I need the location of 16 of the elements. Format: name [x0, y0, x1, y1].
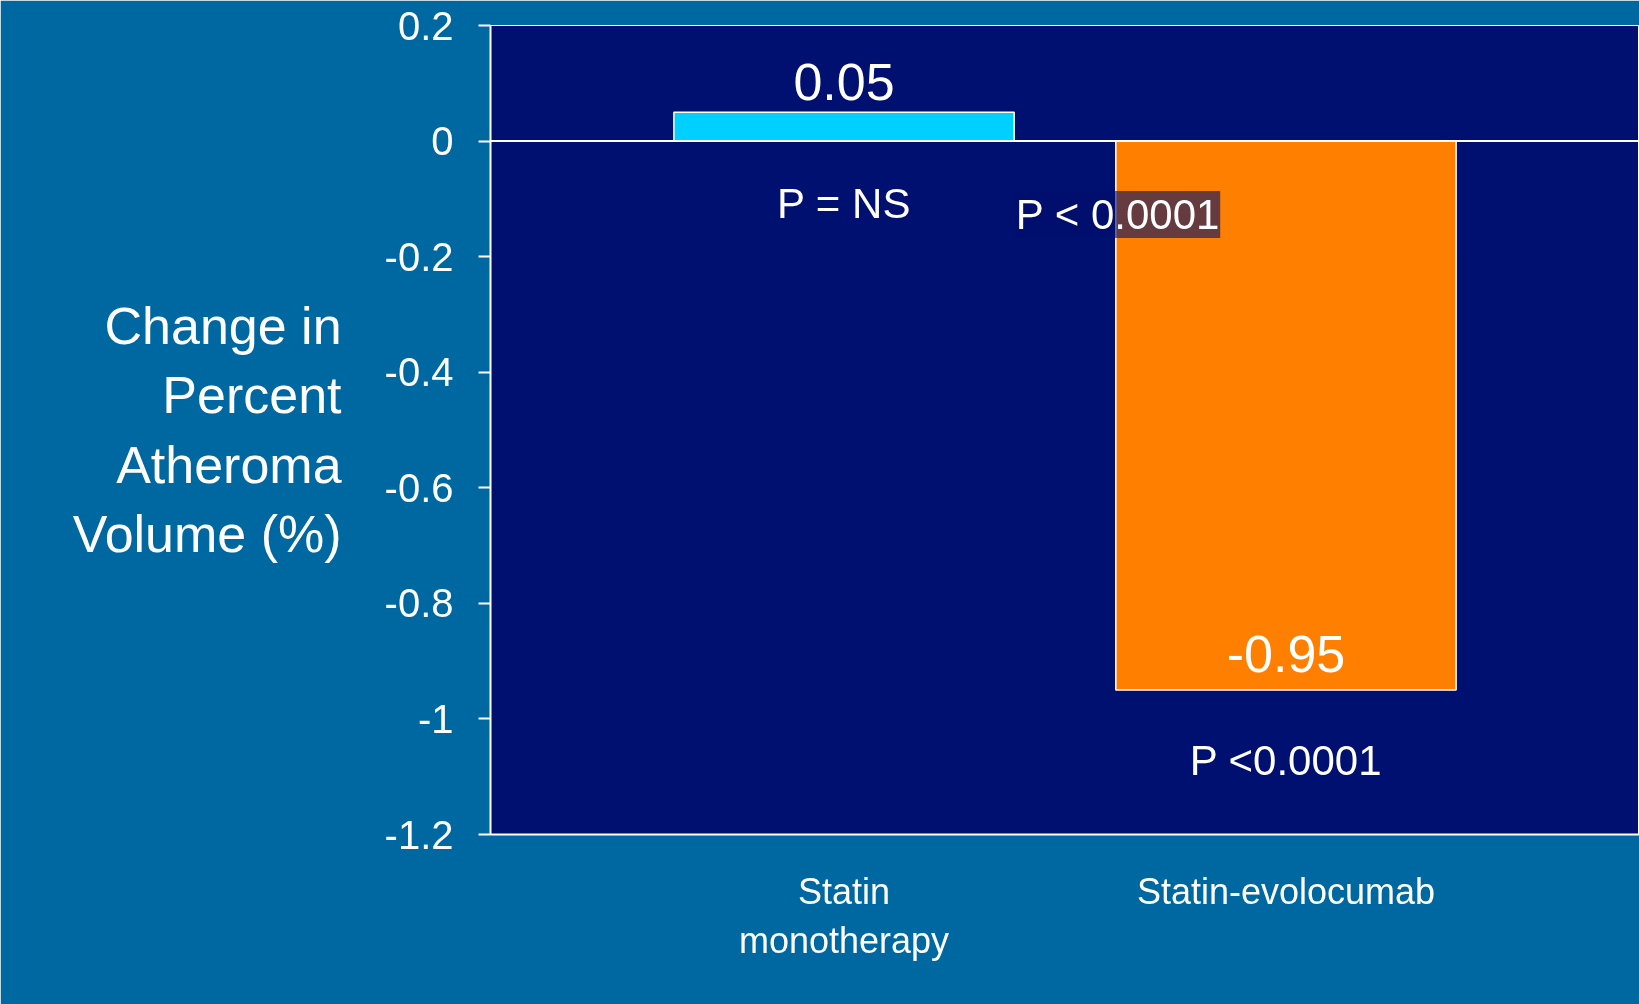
y-tick-label: -1 — [417, 696, 454, 741]
x-tick-label: Statin-evolocumab — [1136, 870, 1436, 912]
y-tick-label: -0.2 — [384, 234, 454, 279]
data-label: 0.05 — [793, 53, 895, 112]
x-tick-label: Statin monotherapy — [738, 870, 950, 961]
y-axis-title: Change in Percent Atheroma Volume (%) — [72, 296, 343, 564]
y-tick-label: -1.2 — [384, 812, 454, 857]
annotation: P < 0.0001 — [1015, 191, 1220, 238]
annotation: P <0.0001 — [1189, 736, 1382, 784]
y-tick-label: -0.6 — [384, 465, 454, 510]
y-tick-label: 0 — [431, 119, 454, 164]
y-tick-label: 0.2 — [397, 3, 454, 48]
y-tick-label: -0.4 — [384, 350, 454, 395]
y-tick-label: -0.8 — [384, 581, 454, 626]
annotation: P = NS — [776, 179, 911, 227]
data-label: -0.95 — [1226, 625, 1346, 684]
